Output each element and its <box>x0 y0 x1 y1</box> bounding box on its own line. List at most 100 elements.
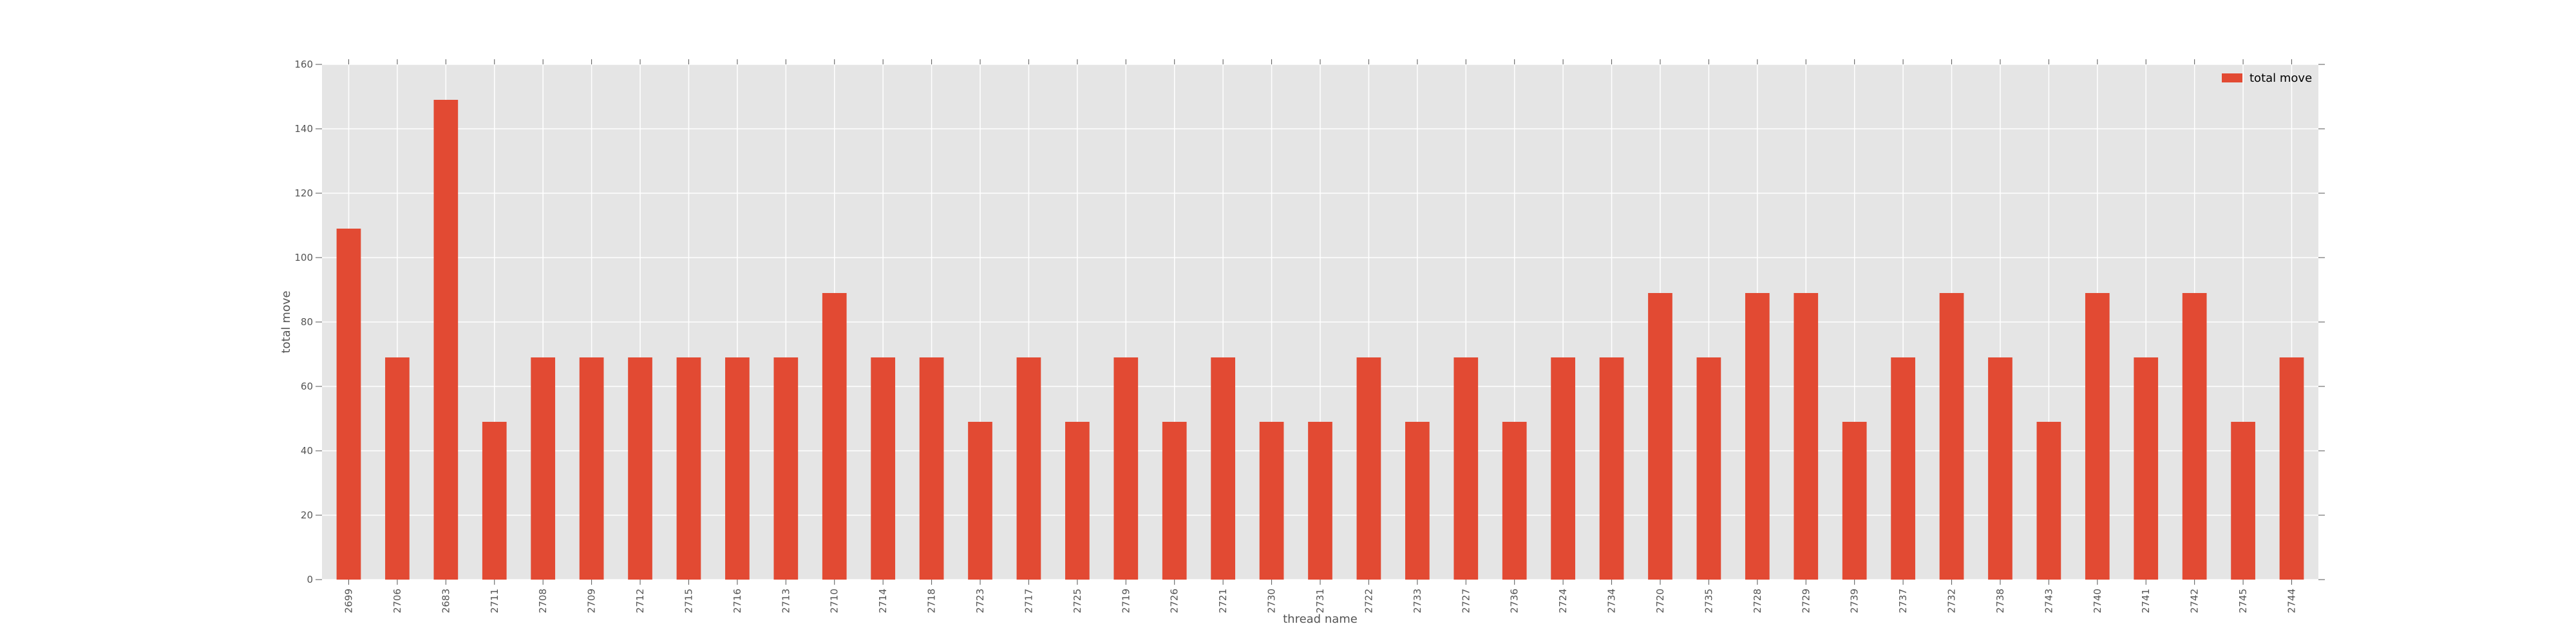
bar <box>1162 422 1187 580</box>
bar <box>871 357 896 580</box>
x-tick-label: 2733 <box>1412 589 1423 613</box>
x-tick-labels: 2699 2706 2683 2711 2708 2709 2712 2715 2716 2713… <box>343 589 2297 613</box>
bar <box>1599 357 1624 580</box>
legend-label: total move <box>2249 71 2312 85</box>
bar <box>1308 422 1332 580</box>
x-tick-label: 2740 <box>2092 589 2103 613</box>
bar <box>1696 357 1721 580</box>
x-tick-label: 2739 <box>1849 589 1861 613</box>
x-tick-label: 2732 <box>1946 589 1958 613</box>
x-tick-label: 2722 <box>1363 589 1374 613</box>
bar-series <box>336 100 2304 580</box>
y-tick-label: 0 <box>307 574 313 585</box>
x-tick-label: 2699 <box>343 589 354 613</box>
x-tick-label: 2738 <box>1994 589 2006 613</box>
x-tick-label: 2717 <box>1023 589 1034 613</box>
bar <box>1794 293 1819 580</box>
bar <box>2036 422 2061 580</box>
y-tick-label: 120 <box>294 187 313 199</box>
bar <box>2085 293 2110 580</box>
x-tick-label: 2714 <box>877 589 889 613</box>
bar <box>482 422 507 580</box>
x-axis-title: thread name <box>1283 612 1358 626</box>
bar <box>1016 357 1041 580</box>
bar <box>822 293 847 580</box>
bar <box>628 357 652 580</box>
x-tick-label: 2724 <box>1557 589 1569 613</box>
x-tick-label: 2710 <box>829 589 840 613</box>
x-tick-label: 2742 <box>2189 589 2201 613</box>
x-tick-label: 2716 <box>732 589 743 613</box>
bar <box>725 357 750 580</box>
x-tick-label: 2729 <box>1800 589 1812 613</box>
x-tick-label: 2728 <box>1752 589 1763 613</box>
bar <box>433 100 459 580</box>
x-tick-label: 2709 <box>586 589 598 613</box>
y-tick-label: 60 <box>301 381 313 392</box>
x-tick-label: 2718 <box>926 589 938 613</box>
bar <box>1745 293 1770 580</box>
y-axis-title: total move <box>279 290 293 353</box>
bar <box>1939 293 1964 580</box>
x-tick-label: 2736 <box>1509 589 1520 613</box>
x-tick-label: 2721 <box>1217 589 1229 613</box>
x-tick-label: 2730 <box>1266 589 1278 613</box>
bar <box>1405 422 1430 580</box>
y-tick-label: 100 <box>294 252 313 263</box>
y-tick-label: 80 <box>301 316 313 328</box>
bar <box>1842 422 1867 580</box>
x-tick-label: 2737 <box>1897 589 1909 613</box>
bar <box>773 357 799 580</box>
bar <box>1259 422 1284 580</box>
y-tick-label: 40 <box>301 445 313 457</box>
bar <box>1065 422 1090 580</box>
bar <box>1648 293 1672 580</box>
x-tick-label: 2741 <box>2140 589 2152 613</box>
x-tick-label: 2719 <box>1120 589 1132 613</box>
x-tick-label: 2715 <box>683 589 694 613</box>
bar <box>2182 293 2207 580</box>
y-tick-labels: 0 20 40 60 80 100 120 140 160 <box>294 59 313 585</box>
bar <box>579 357 604 580</box>
x-tick-label: 2683 <box>440 589 451 613</box>
bar <box>1113 357 1139 580</box>
bar <box>1891 357 1915 580</box>
bar <box>336 229 361 580</box>
x-tick-label: 2725 <box>1072 589 1083 613</box>
bar <box>1988 357 2012 580</box>
x-tick-label: 2727 <box>1460 589 1472 613</box>
bar <box>2279 357 2304 580</box>
bar <box>2134 357 2159 580</box>
bar <box>1454 357 1479 580</box>
y-tick-label: 140 <box>294 123 313 135</box>
bar <box>968 422 992 580</box>
x-tick-label: 2734 <box>1606 589 1618 613</box>
bar <box>1356 357 1381 580</box>
bar <box>676 357 701 580</box>
x-tick-label: 2745 <box>2237 589 2249 613</box>
bar <box>1551 357 1575 580</box>
bar <box>1502 422 1527 580</box>
bar <box>531 357 556 580</box>
y-tick-label: 160 <box>294 59 313 70</box>
x-tick-label: 2723 <box>974 589 986 613</box>
y-tick-label: 20 <box>301 509 313 521</box>
x-tick-label: 2712 <box>634 589 646 613</box>
x-tick-label: 2731 <box>1314 589 1326 613</box>
x-tick-label: 2735 <box>1703 589 1714 613</box>
x-tick-label: 2711 <box>489 589 500 613</box>
bar <box>2231 422 2255 580</box>
x-tick-label: 2726 <box>1169 589 1180 613</box>
x-tick-label: 2706 <box>392 589 403 613</box>
x-tick-label: 2713 <box>780 589 791 613</box>
bar <box>919 357 944 580</box>
x-tick-label: 2708 <box>537 589 549 613</box>
legend-swatch <box>2222 73 2242 82</box>
bar <box>385 357 410 580</box>
x-tick-label: 2743 <box>2043 589 2054 613</box>
bar <box>1211 357 1236 580</box>
x-tick-label: 2744 <box>2286 589 2298 613</box>
x-tick-label: 2720 <box>1654 589 1666 613</box>
legend: total move <box>2222 71 2312 85</box>
